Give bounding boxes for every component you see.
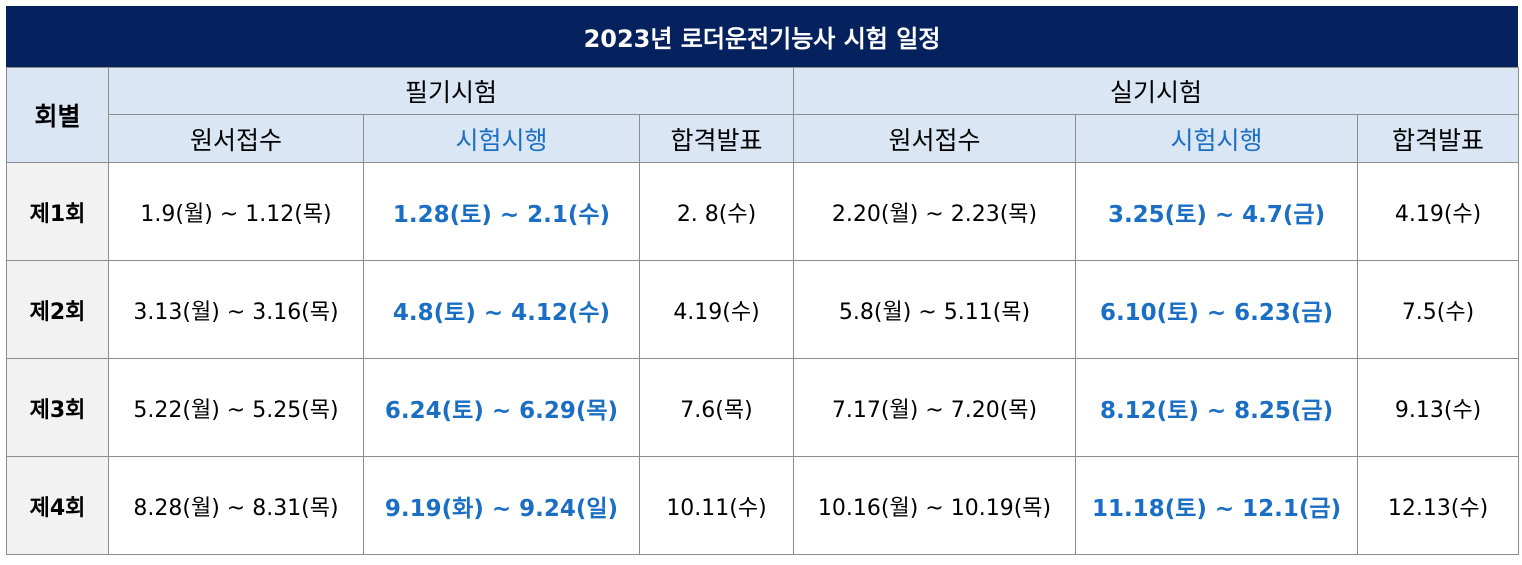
written-application-cell: 3.13(월) ~ 3.16(목) [108,260,364,359]
practical-application-cell: 10.16(월) ~ 10.19(목) [793,456,1077,555]
practical-exam-cell: 8.12(토) ~ 8.25(금) [1075,358,1359,457]
written-exam-cell: 9.19(화) ~ 9.24(일) [363,456,640,555]
table-row: 제1회 1.9(월) ~ 1.12(목) 1.28(토) ~ 2.1(수) 2.… [6,162,1520,261]
practical-exam-cell: 6.10(토) ~ 6.23(금) [1075,260,1359,359]
written-result-cell: 4.19(수) [638,260,795,359]
practical-exam-date-header: 시험시행 [1075,114,1359,163]
schedule-table-container: 2023년 로더운전기능사 시험 일정 회별 필기시험 실기시험 원서접수 시험… [6,6,1520,555]
practical-application-cell: 2.20(월) ~ 2.23(목) [793,162,1077,261]
practical-result-cell: 7.5(수) [1357,260,1520,359]
written-exam-date-header: 시험시행 [363,114,640,163]
written-application-header: 원서접수 [108,114,364,163]
table-row: 제2회 3.13(월) ~ 3.16(목) 4.8(토) ~ 4.12(수) 4… [6,260,1520,359]
written-application-cell: 1.9(월) ~ 1.12(목) [108,162,364,261]
practical-result-cell: 9.13(수) [1357,358,1520,457]
practical-result-cell: 12.13(수) [1357,456,1520,555]
table-row: 제4회 8.28(월) ~ 8.31(목) 9.19(화) ~ 9.24(일) … [6,456,1520,555]
practical-exam-cell: 11.18(토) ~ 12.1(금) [1075,456,1359,555]
written-result-cell: 7.6(목) [638,358,795,457]
round-label: 제1회 [6,162,109,261]
header-row-2: 원서접수 시험시행 합격발표 원서접수 시험시행 합격발표 [6,114,1520,163]
written-application-cell: 8.28(월) ~ 8.31(목) [108,456,364,555]
written-exam-cell: 1.28(토) ~ 2.1(수) [363,162,640,261]
practical-application-header: 원서접수 [793,114,1077,163]
header-row-1: 회별 필기시험 실기시험 [6,67,1520,163]
practical-result-cell: 4.19(수) [1357,162,1520,261]
round-label: 제3회 [6,358,109,457]
practical-result-header: 합격발표 [1357,114,1520,163]
schedule-table: 회별 필기시험 실기시험 원서접수 시험시행 합격발표 원서접수 시험시행 합격… [6,67,1520,555]
practical-application-cell: 7.17(월) ~ 7.20(목) [793,358,1077,457]
written-result-header: 합격발표 [638,114,795,163]
practical-application-cell: 5.8(월) ~ 5.11(목) [793,260,1077,359]
written-result-cell: 2. 8(수) [638,162,795,261]
written-application-cell: 5.22(월) ~ 5.25(목) [108,358,364,457]
round-label: 제2회 [6,260,109,359]
table-title: 2023년 로더운전기능사 시험 일정 [6,6,1518,67]
round-header: 회별 [6,67,109,163]
written-result-cell: 10.11(수) [638,456,795,555]
practical-exam-cell: 3.25(토) ~ 4.7(금) [1075,162,1359,261]
practical-exam-header: 실기시험 [793,67,1520,115]
written-exam-cell: 6.24(토) ~ 6.29(목) [363,358,640,457]
table-row: 제3회 5.22(월) ~ 5.25(목) 6.24(토) ~ 6.29(목) … [6,358,1520,457]
written-exam-header: 필기시험 [107,67,795,115]
written-exam-cell: 4.8(토) ~ 4.12(수) [363,260,640,359]
round-label: 제4회 [6,456,109,555]
